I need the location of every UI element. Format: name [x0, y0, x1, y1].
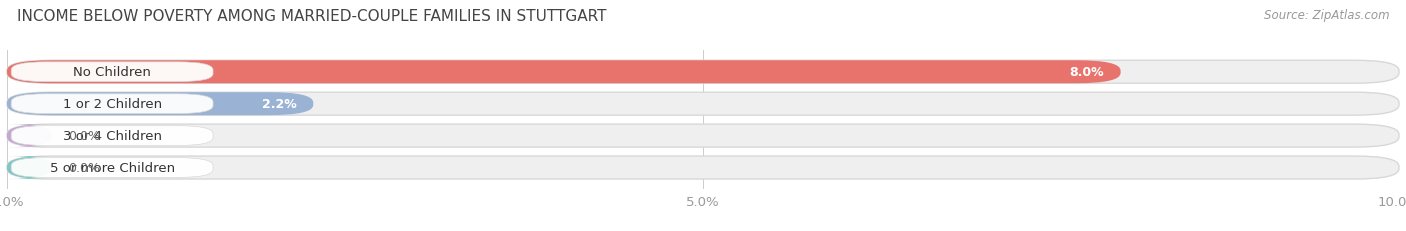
FancyBboxPatch shape: [7, 125, 1399, 147]
Text: 1 or 2 Children: 1 or 2 Children: [62, 98, 162, 111]
FancyBboxPatch shape: [11, 63, 214, 82]
Text: 2.2%: 2.2%: [262, 98, 297, 111]
Text: INCOME BELOW POVERTY AMONG MARRIED-COUPLE FAMILIES IN STUTTGART: INCOME BELOW POVERTY AMONG MARRIED-COUPL…: [17, 9, 606, 24]
Text: 0.0%: 0.0%: [69, 161, 100, 174]
FancyBboxPatch shape: [11, 126, 214, 146]
FancyBboxPatch shape: [11, 94, 214, 114]
FancyBboxPatch shape: [7, 125, 52, 147]
FancyBboxPatch shape: [7, 156, 52, 179]
Text: 3 or 4 Children: 3 or 4 Children: [63, 130, 162, 143]
Text: 5 or more Children: 5 or more Children: [49, 161, 174, 174]
FancyBboxPatch shape: [7, 93, 1399, 116]
Text: No Children: No Children: [73, 66, 150, 79]
Text: 8.0%: 8.0%: [1069, 66, 1104, 79]
FancyBboxPatch shape: [11, 158, 214, 178]
FancyBboxPatch shape: [7, 156, 1399, 179]
FancyBboxPatch shape: [7, 61, 1121, 84]
FancyBboxPatch shape: [7, 61, 1399, 84]
Text: Source: ZipAtlas.com: Source: ZipAtlas.com: [1264, 9, 1389, 22]
FancyBboxPatch shape: [7, 93, 314, 116]
Text: 0.0%: 0.0%: [69, 130, 100, 143]
